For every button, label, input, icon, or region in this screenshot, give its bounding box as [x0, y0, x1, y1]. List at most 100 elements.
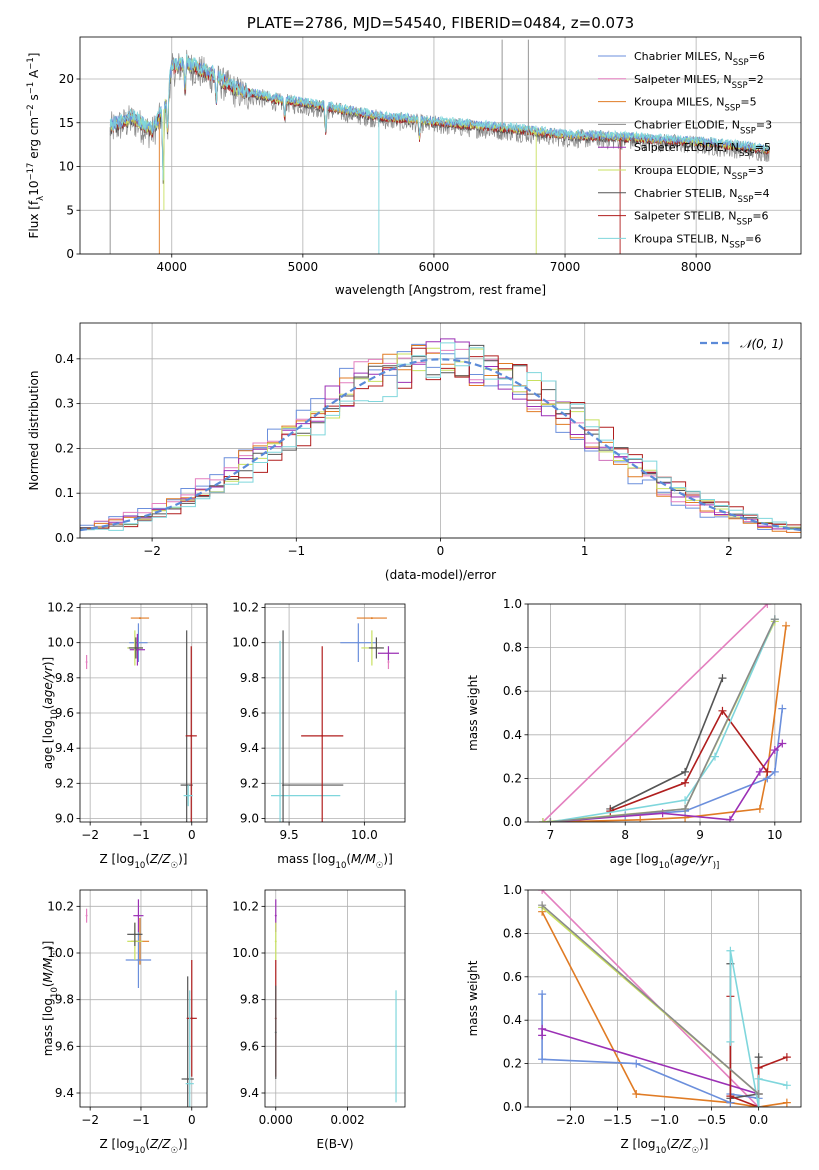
y-tick-label: 9.8	[55, 993, 74, 1007]
y-axis-label: mass weight	[466, 960, 480, 1036]
label-part: Chabrier ELODIE, N	[634, 118, 740, 131]
weight-series-line	[541, 994, 759, 1104]
x-tick-label: −2	[143, 544, 161, 558]
histogram-series	[80, 338, 801, 530]
weight-marker	[710, 752, 719, 761]
y-tick-label: 0.2	[503, 771, 522, 785]
legend-entry: Chabrier STELIB, NSSP=4	[634, 187, 770, 205]
label-part: SSP	[732, 81, 748, 91]
label-part: Salpeter MILES, N	[634, 73, 732, 86]
label-part: Flux [f	[27, 200, 41, 238]
label-part: −17	[26, 163, 36, 181]
data-point	[138, 617, 141, 620]
x-tick-label: −2	[81, 828, 99, 842]
y-tick-label: 0.6	[503, 684, 522, 698]
axes-frame	[527, 889, 802, 1108]
label-part: 10	[27, 181, 41, 196]
x-tick-label: −1.5	[603, 1113, 632, 1127]
legend-entry: Kroupa STELIB, NSSP=6	[634, 232, 761, 250]
legend-entry: Salpeter STELIB, NSSP=6	[634, 210, 769, 228]
plot-area	[85, 899, 197, 1107]
x-tick-label: 4000	[156, 260, 187, 274]
label-part: age [log	[41, 720, 55, 769]
legend-entry: Salpeter ELODIE, NSSP=5	[634, 141, 771, 159]
y-tick-label: 5	[66, 203, 74, 217]
x-tick-label: 10	[767, 828, 782, 842]
y-tick-label: 9.4	[55, 1086, 74, 1100]
y-tick-label: 10.2	[232, 601, 259, 615]
label-part: )]	[699, 1137, 708, 1151]
label-part: SSP	[733, 58, 749, 68]
data-point	[274, 1031, 277, 1034]
weight-marker	[754, 1103, 763, 1107]
data-point	[137, 959, 140, 961]
x-tick-label: 6000	[419, 260, 450, 274]
data-point	[185, 784, 188, 787]
data-point	[190, 734, 193, 737]
weight-series-line	[541, 906, 760, 1107]
y-tick-label: 9.2	[55, 776, 74, 790]
weight-marker	[681, 778, 690, 787]
label-part: 10	[135, 1146, 146, 1156]
legend-entry: Salpeter MILES, NSSP=2	[634, 73, 764, 91]
y-tick-label: 0.4	[503, 1013, 522, 1027]
data-point	[274, 914, 277, 917]
x-tick-label: 0	[437, 544, 445, 558]
label-part: 10	[135, 861, 146, 871]
label-part: )]	[383, 852, 392, 866]
data-point	[357, 641, 360, 644]
data-point	[321, 734, 324, 737]
label-part: SSP	[736, 218, 752, 228]
label-part: ☉	[171, 1146, 179, 1156]
label-part: =3	[748, 164, 764, 177]
weight-marker	[538, 818, 547, 822]
y-tick-label: 0.1	[55, 486, 74, 500]
data-point	[375, 646, 378, 649]
label-part: ]	[27, 53, 41, 58]
legend-entry: Kroupa MILES, NSSP=5	[634, 96, 757, 114]
x-tick-label: 0	[188, 828, 196, 842]
label-part: mass [log	[41, 998, 55, 1056]
label-part: −1	[26, 82, 36, 95]
axes-frame	[79, 889, 208, 1108]
data-point	[187, 794, 190, 797]
weight-marker	[726, 946, 735, 955]
y-tick-label: 0	[66, 247, 74, 261]
x-axis-label: age [log10(age/yr)]	[610, 852, 720, 871]
weight-marker	[538, 990, 547, 999]
axes-frame	[79, 322, 802, 539]
label-part: Salpeter STELIB, N	[634, 210, 736, 223]
weight-marker	[632, 1089, 641, 1098]
y-tick-label: 9.0	[55, 811, 74, 825]
x-tick-label: −0.5	[697, 1113, 726, 1127]
data-point	[137, 914, 140, 917]
y-tick-label: 0.8	[503, 641, 522, 655]
label-part: Chabrier MILES, N	[634, 50, 733, 63]
y-tick-label: 0.4	[503, 728, 522, 742]
weight-marker	[763, 604, 772, 608]
data-point	[134, 646, 137, 649]
label-part: 10	[656, 1146, 667, 1156]
data-point	[186, 1078, 189, 1080]
x-tick-label: 9	[696, 828, 704, 842]
weight-marker	[770, 767, 779, 776]
y-tick-label: 10.0	[232, 636, 259, 650]
label-part: =6	[752, 210, 768, 223]
y-tick-label: 0.2	[55, 441, 74, 455]
y-tick-label: 9.4	[240, 1086, 259, 1100]
weight-series-line	[550, 742, 783, 822]
y-axis-label: age [log10(age/yr)]	[41, 657, 60, 769]
label-part: Z [log	[620, 1137, 655, 1151]
weight-series-line	[729, 950, 788, 1107]
data-point	[279, 794, 282, 797]
x-axis-label: (data-model)/error	[385, 568, 496, 582]
y-tick-label: 0.4	[55, 352, 74, 366]
data-point	[370, 617, 373, 620]
x-axis-label: Z [log10(Z/Z☉)]	[99, 1137, 187, 1156]
x-tick-label: 7000	[550, 260, 581, 274]
x-tick-label: 0.002	[330, 1113, 364, 1127]
axes-frame	[79, 36, 802, 255]
y-tick-label: 9.8	[55, 671, 74, 685]
label-part: (	[41, 982, 55, 987]
